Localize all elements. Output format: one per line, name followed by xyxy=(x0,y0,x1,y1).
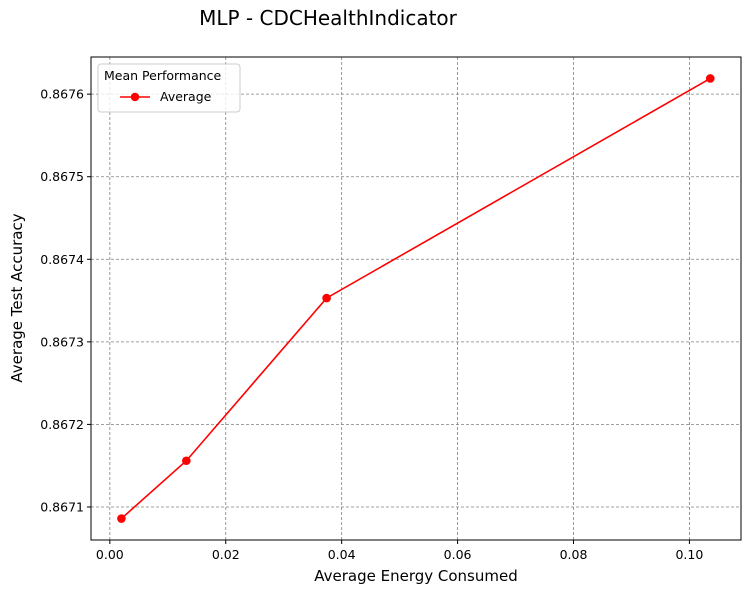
x-tick-label: 0.00 xyxy=(96,547,124,562)
series-layer xyxy=(117,74,715,523)
y-tick-label: 0.8675 xyxy=(40,169,84,184)
x-axis-label: Average Energy Consumed xyxy=(314,567,518,585)
grid-layer xyxy=(91,57,741,540)
x-tick-label: 0.06 xyxy=(444,547,472,562)
y-tick-label: 0.8676 xyxy=(40,87,84,102)
tick-layer: 0.00 0.02 0.04 0.06 0.08 0.10 0.8671 0.8672 0.86… xyxy=(40,87,703,562)
data-point xyxy=(117,514,126,523)
x-tick-label: 0.10 xyxy=(675,547,703,562)
plot-area-frame xyxy=(90,56,742,541)
x-tick-label: 0.02 xyxy=(212,547,240,562)
legend-entry-average: Average xyxy=(160,89,212,104)
y-axis-label: Average Test Accuracy xyxy=(8,213,26,382)
y-tick-label: 0.8672 xyxy=(40,417,84,432)
series-line-average xyxy=(120,77,711,520)
data-point xyxy=(322,293,331,303)
y-tick-label: 0.8673 xyxy=(40,334,84,349)
legend-marker-average xyxy=(130,92,140,102)
chart-title: MLP - CDCHealthIndicator xyxy=(199,6,458,30)
y-tick-label: 0.8674 xyxy=(40,252,84,267)
y-tick-label: 0.8671 xyxy=(40,499,84,514)
data-point xyxy=(182,456,191,466)
data-point xyxy=(705,74,715,83)
legend-title: Mean Performance xyxy=(104,68,222,83)
x-tick-label: 0.04 xyxy=(328,547,356,562)
x-tick-label: 0.08 xyxy=(560,547,588,562)
legend: Mean Performance Average xyxy=(97,63,241,113)
